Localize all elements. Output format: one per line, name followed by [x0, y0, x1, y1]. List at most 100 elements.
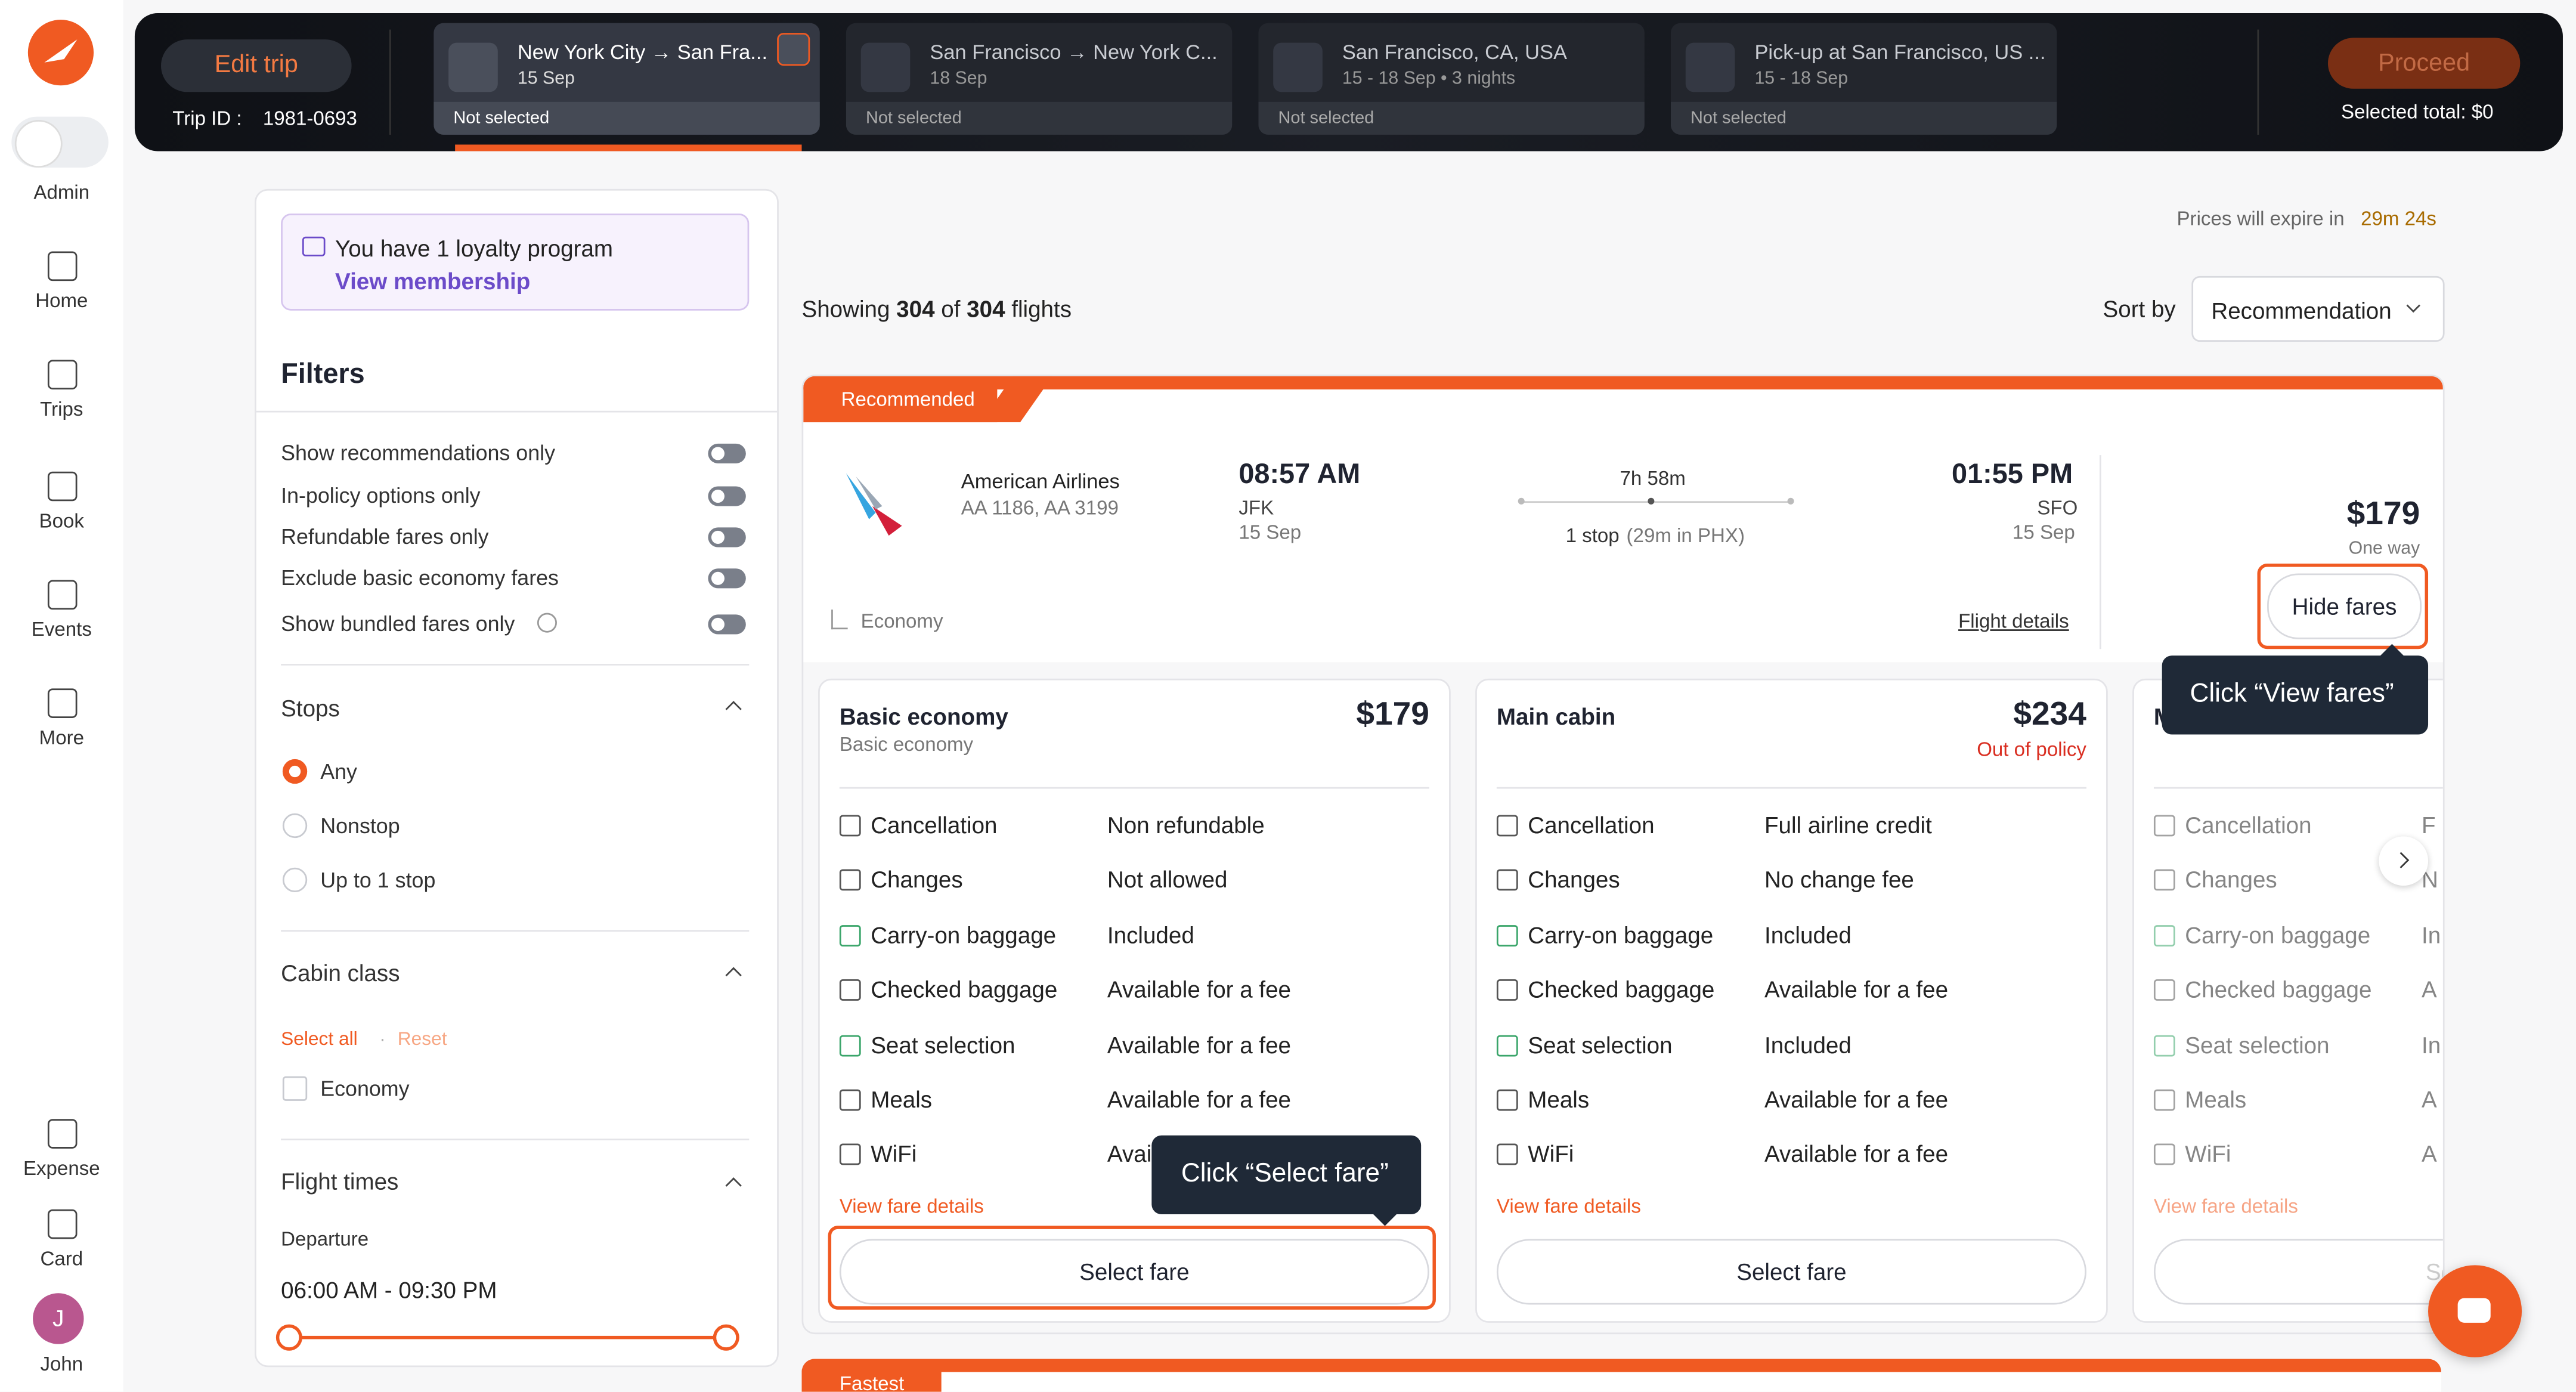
hide-fares-highlight: [2257, 563, 2429, 649]
chevron[interactable]: [725, 1177, 742, 1194]
loyalty-box: You have 1 loyalty program View membershi…: [281, 214, 750, 311]
step-sub: 15 - 18 Sep • 3 nights: [1342, 69, 1516, 89]
slider-handle[interactable]: [275, 1324, 302, 1351]
row-icon: [839, 1144, 861, 1166]
airline-logo: [840, 466, 912, 539]
next-flight-card: Fastest: [801, 1359, 2442, 1392]
toggle-knob: [711, 490, 724, 503]
sort-dropdown[interactable]: Recommendation: [2191, 276, 2445, 342]
top-band: [801, 1359, 2442, 1372]
nav-label[interactable]: John: [40, 1352, 83, 1376]
avatar: J: [33, 1293, 84, 1344]
radio[interactable]: [282, 759, 308, 784]
row-label: Meals: [1528, 1086, 1590, 1113]
selected-total: Selected total: $0: [2341, 100, 2494, 123]
row-icon: [839, 1089, 861, 1111]
trip-step[interactable]: New York City → San Fra... 15 Sep Not sele…: [434, 23, 820, 135]
sep: [256, 410, 778, 413]
arrive-airport: SFO: [2037, 496, 2078, 519]
trip-step[interactable]: San Francisco → New York C... 18 Sep Not s…: [846, 23, 1233, 135]
step-status: Not selected: [1690, 108, 1787, 128]
radio[interactable]: [282, 867, 308, 893]
chevron[interactable]: [725, 967, 742, 983]
admin-avatar: [14, 120, 63, 168]
filter-panel: You have 1 loyalty program View membershi…: [255, 188, 779, 1368]
fare-link[interactable]: View fare details: [839, 1194, 984, 1218]
proceed-button[interactable]: Proceed: [2327, 38, 2521, 89]
nav-label[interactable]: Home: [35, 289, 88, 313]
toggle-knob: [711, 530, 724, 544]
slider-handle[interactable]: [713, 1324, 739, 1351]
tooltip-text: Click “View fares”: [2190, 680, 2394, 709]
select-fare-button[interactable]: Select fare: [1496, 1239, 2086, 1305]
active-step-indicator: [455, 144, 802, 151]
fare-link[interactable]: View fare details: [2153, 1194, 2298, 1218]
flight-details[interactable]: Flight details: [1958, 610, 2069, 633]
loyalty-link[interactable]: View membership: [335, 268, 531, 295]
nav-icon: [47, 251, 78, 282]
showing-flights: flights: [1011, 295, 1072, 322]
reset[interactable]: Reset: [397, 1030, 447, 1050]
edit-trip-label: Edit trip: [214, 51, 298, 79]
trip-id: 1981-0693: [262, 107, 357, 130]
step-icon: [1685, 42, 1735, 92]
row-label: Checked baggage: [2185, 976, 2372, 1003]
row-icon: [1496, 1089, 1518, 1111]
row-value: In: [2422, 921, 2441, 948]
row-value: Included: [1764, 1031, 1852, 1058]
trip-step[interactable]: San Francisco, CA, USA 15 - 18 Sep • 3 ni…: [1258, 23, 1645, 135]
select-fare-button[interactable]: Sele: [2153, 1239, 2443, 1305]
depart-date: 15 Sep: [1239, 521, 1302, 544]
chat-icon: [2457, 1298, 2491, 1323]
hide-fares-button[interactable]: Hide fares: [2267, 573, 2422, 639]
select-fare-label: Select fare: [1736, 1258, 1847, 1285]
sort-value: Recommendation: [2211, 297, 2392, 324]
chat-button[interactable]: [2428, 1265, 2522, 1357]
nav-icon: [47, 471, 78, 502]
chevron[interactable]: [725, 701, 742, 717]
route-dot: [1648, 497, 1655, 505]
row-icon: [2153, 1034, 2175, 1056]
radio[interactable]: [282, 813, 308, 839]
edit-trip-button[interactable]: Edit trip: [160, 39, 352, 92]
toggle[interactable]: [708, 443, 746, 463]
toggle[interactable]: [708, 568, 746, 589]
nav-label[interactable]: More: [39, 726, 84, 750]
row-label: Seat selection: [871, 1031, 1015, 1058]
toggle[interactable]: [708, 527, 746, 547]
badge-bg: [803, 376, 998, 423]
card-top: [803, 376, 2443, 663]
nav-label[interactable]: Book: [39, 509, 84, 533]
loyalty-icon: [302, 236, 326, 256]
nav-label[interactable]: Expense: [23, 1156, 100, 1180]
stops-title: Stops: [281, 695, 340, 722]
nav-label[interactable]: Trips: [40, 397, 83, 421]
row-icon: [1496, 979, 1518, 1001]
checkbox[interactable]: [282, 1076, 308, 1101]
toggle[interactable]: [708, 614, 746, 635]
step-status-bar: [434, 101, 820, 135]
row-value: F: [2422, 812, 2436, 839]
sep: [281, 930, 750, 932]
row-label: Seat selection: [2185, 1031, 2330, 1058]
row-value: Included: [1764, 921, 1852, 948]
fare-link[interactable]: View fare details: [1496, 1194, 1641, 1218]
row-value: Not allowed: [1107, 867, 1228, 893]
next-arrow[interactable]: [2379, 836, 2429, 886]
trip-step[interactable]: Pick-up at San Francisco, US ... 15 - 18 …: [1670, 23, 2057, 135]
showing: Showing 304 of 304 flights: [801, 296, 1072, 322]
edit-step[interactable]: [777, 33, 810, 66]
times-title: Flight times: [281, 1168, 399, 1195]
info-icon: [537, 613, 557, 633]
nav-label[interactable]: Card: [40, 1247, 83, 1270]
toggle[interactable]: [708, 486, 746, 506]
nav-label[interactable]: Events: [31, 617, 92, 641]
arrive-date: 15 Sep: [2012, 521, 2075, 544]
toggle-label: Refundable fares only: [281, 524, 489, 549]
row-value: A: [2422, 1086, 2437, 1113]
select-fare-button[interactable]: Select fare: [839, 1239, 1429, 1305]
select-all[interactable]: Select all: [281, 1030, 358, 1050]
row-icon: [2153, 924, 2175, 946]
row-icon: [1496, 1144, 1518, 1166]
header-bar: Edit trip Trip ID : 1981-0693 New York City…: [134, 13, 2563, 151]
